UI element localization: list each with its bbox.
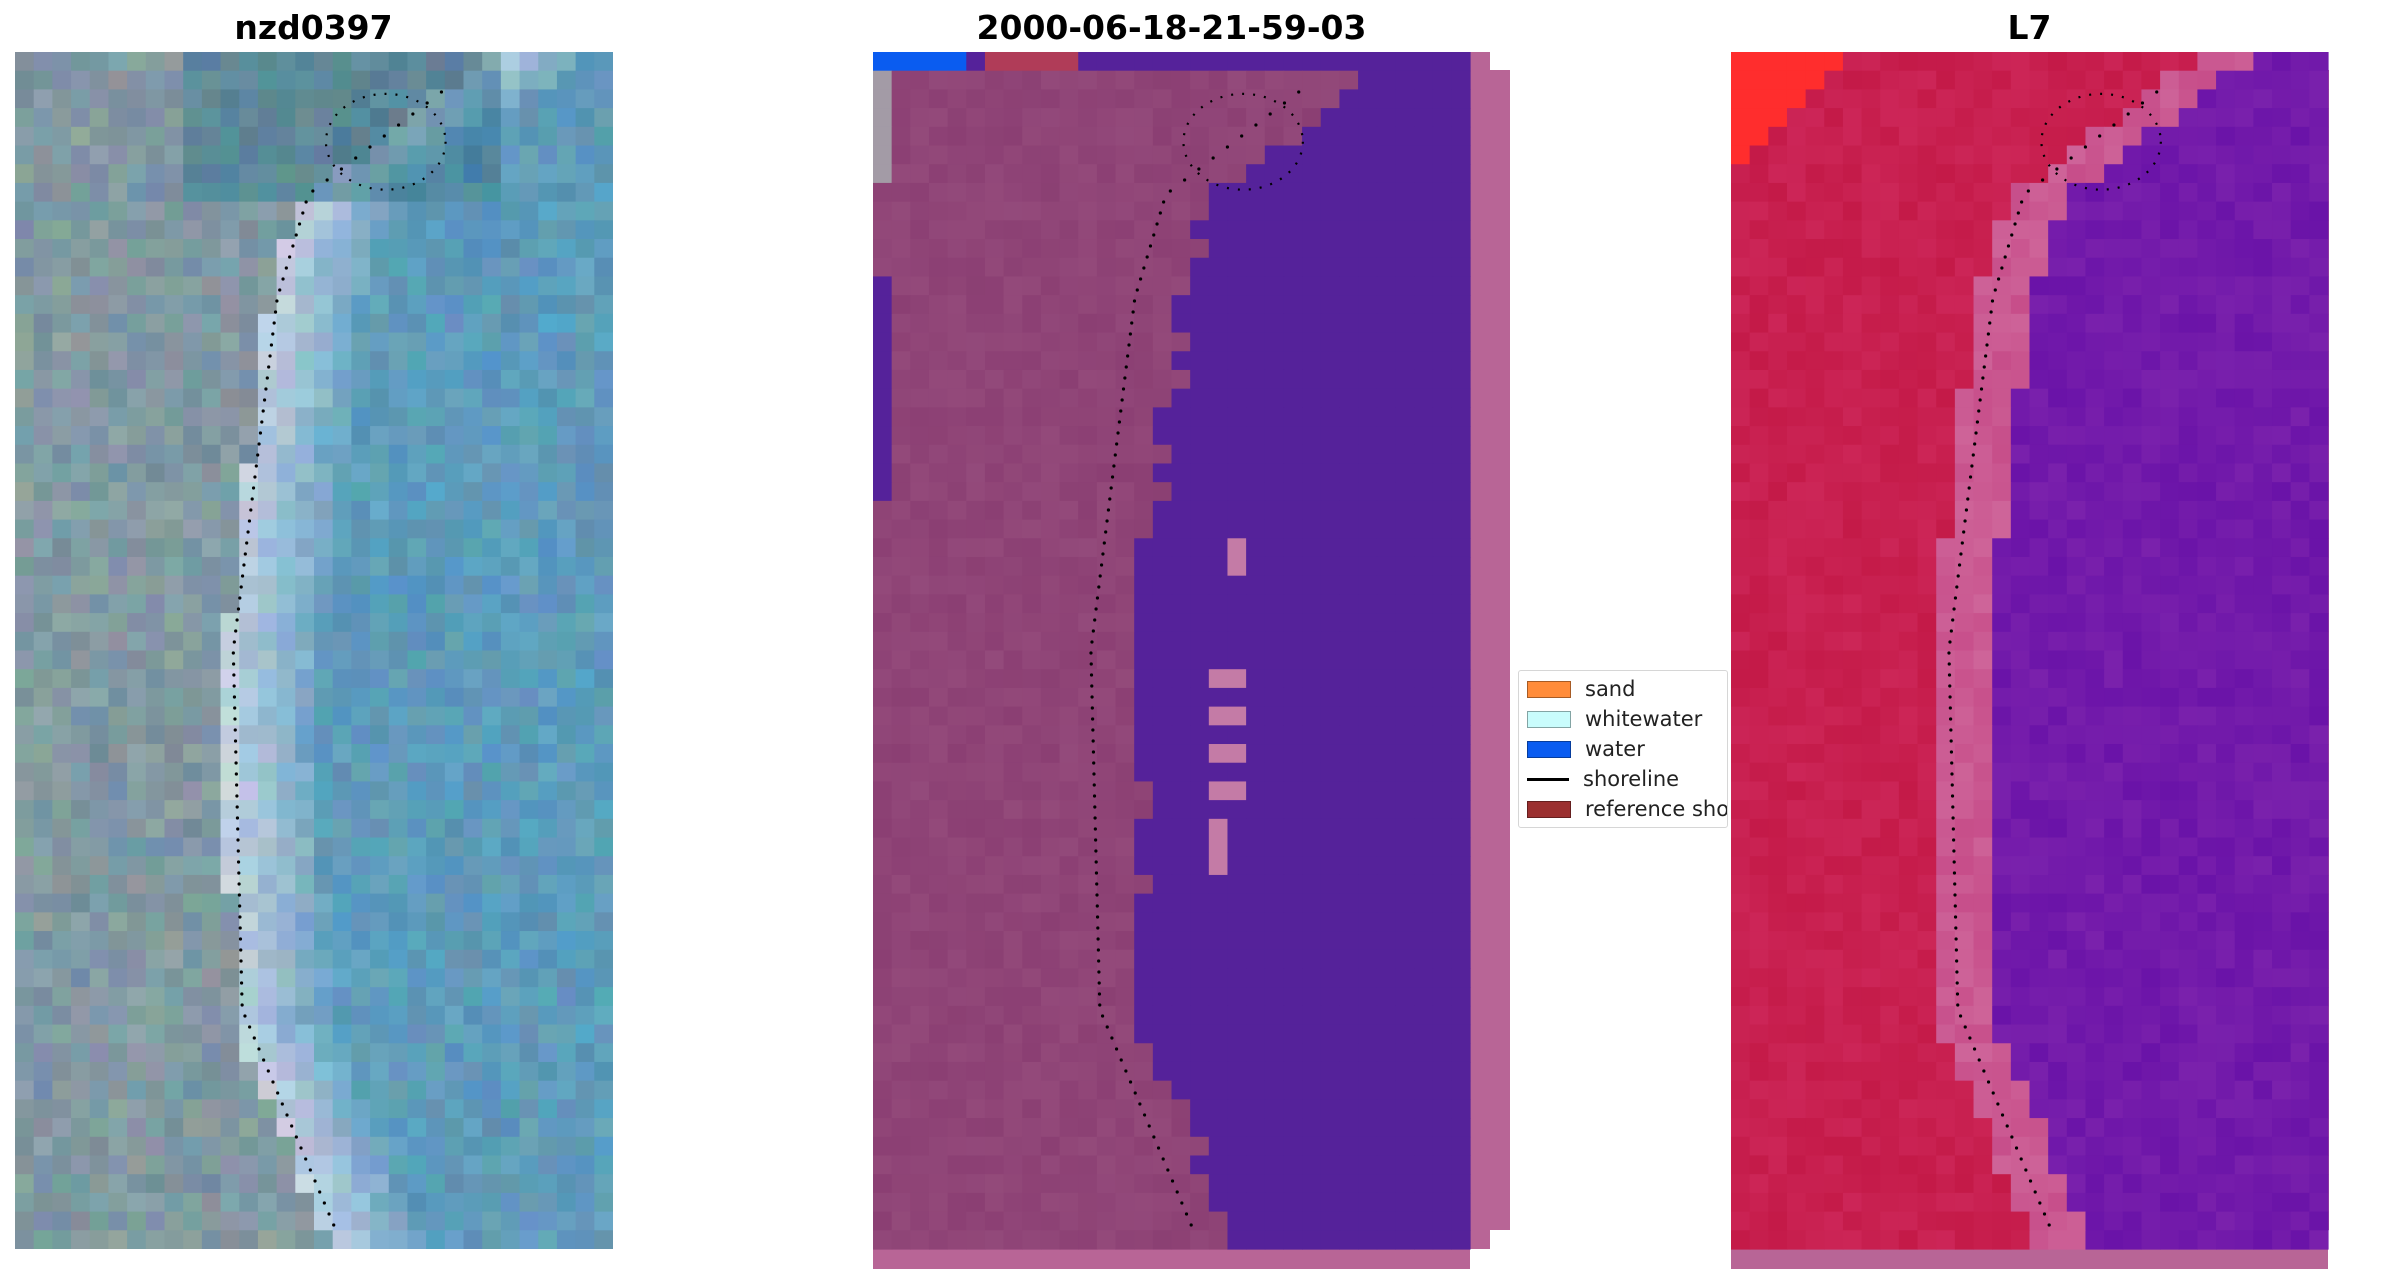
sand-patch [1208,706,1247,726]
panel-title-2: 2000-06-18-21-59-03 [976,8,1367,47]
sand-patch [1208,781,1247,801]
sand-patch [1208,669,1247,688]
classified-image-panel [873,52,1513,1269]
sand-patch [1227,538,1247,576]
sand-patch [1208,818,1228,875]
legend-item-shoreline: shoreline [1527,765,1679,793]
legend-label: sand [1585,677,1636,701]
legend-label: whitewater [1585,707,1703,731]
reference-shoreline-swatch [1527,800,1571,818]
falsecolor-pixels [1731,52,2329,1250]
falsecolor-image-panel [1731,52,2329,1269]
classified-image [873,52,1510,1269]
classified-pixels [873,52,1471,1250]
water-swatch [1527,740,1571,758]
panel-title-3: L7 [2007,8,2052,47]
legend-item-whitewater: whitewater [1527,705,1702,733]
falsecolor-image [1731,52,2329,1269]
whitewater-swatch [1527,710,1571,728]
image-frame-bottom [1731,1249,2328,1269]
legend-item-sand: sand [1527,675,1635,703]
legend-label: reference sho [1585,797,1728,821]
sand-patch [1208,744,1247,763]
shoreline-1 [231,90,444,1227]
rgb-image [15,52,613,1249]
rgb-pixels [15,52,613,1249]
image-frame-right [1470,52,1490,1249]
image-frame-bottom [873,1249,1470,1269]
shoreline-3 [1947,90,2159,1227]
legend-item-reference-shoreline: reference sho [1527,795,1728,823]
legend-item-water: water [1527,735,1645,763]
rgb-image-panel [15,52,613,1249]
legend-label: shoreline [1583,767,1680,791]
shoreline-2 [1089,90,1301,1227]
panel-title-1: nzd0397 [234,8,393,47]
legend-label: water [1585,737,1645,761]
legend: sand whitewater water shoreline referenc… [1518,670,1728,828]
sand-swatch [1527,680,1571,698]
shoreline-1-loop [324,92,447,191]
shoreline-line [1527,777,1569,781]
image-frame-right-outer [1490,70,1510,1230]
